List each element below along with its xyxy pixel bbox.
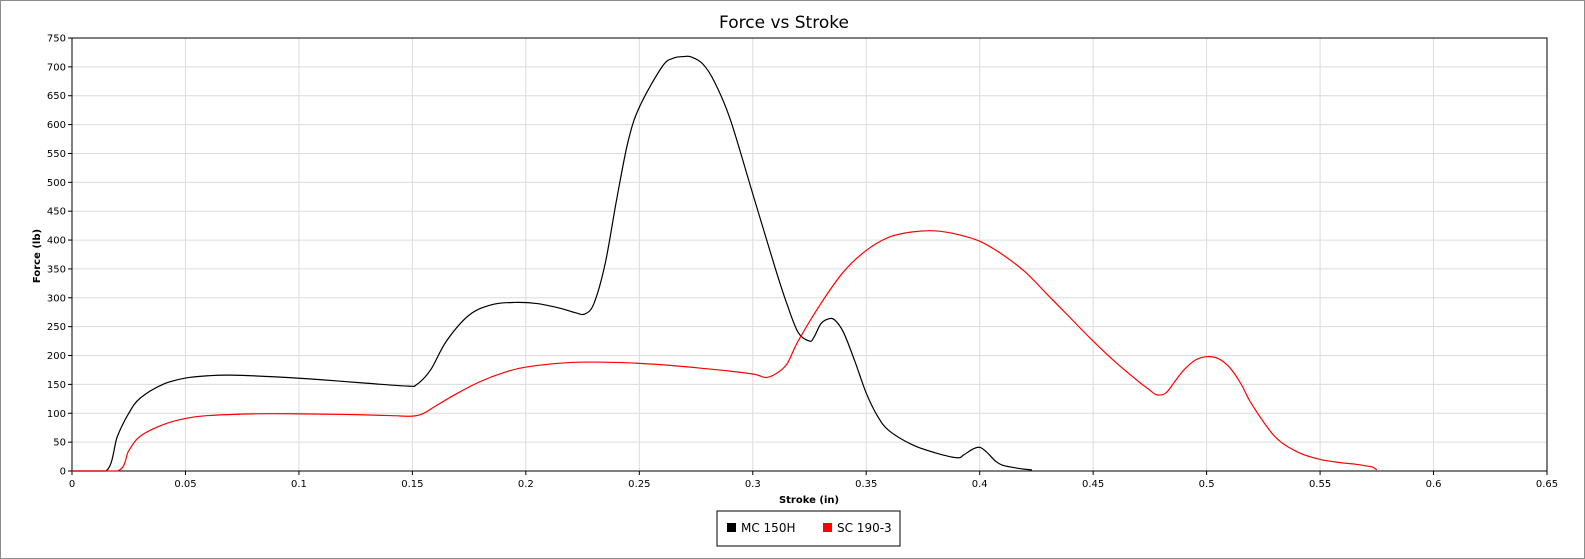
series-line-sc-190-3 — [72, 230, 1378, 472]
x-tick-label: 0.15 — [401, 479, 423, 490]
y-tick-label: 400 — [47, 236, 66, 247]
x-tick-label: 0.6 — [1426, 479, 1442, 490]
x-tick-label: 0.3 — [745, 479, 761, 490]
y-tick-label: 250 — [47, 322, 66, 333]
legend-label-sc-190-3: SC 190-3 — [837, 521, 892, 535]
y-axis-ticks: 0 50 100 150 200 250 300 350 400 450 500 550 600 650 7… — [47, 34, 72, 478]
y-tick-label: 200 — [47, 351, 66, 362]
y-tick-label: 650 — [47, 91, 66, 102]
plot-area — [71, 37, 1548, 472]
x-tick-label: 0.45 — [1082, 479, 1104, 490]
y-tick-label: 750 — [47, 34, 66, 45]
y-tick-label: 100 — [47, 409, 66, 420]
x-tick-label: 0.35 — [855, 479, 877, 490]
y-axis-label: Force (lb) — [32, 229, 43, 283]
x-tick-label: 0.05 — [174, 479, 196, 490]
legend-label-mc-150h: MC 150H — [741, 521, 795, 535]
x-tick-label: 0.5 — [1199, 479, 1215, 490]
series-group — [72, 55, 1378, 472]
y-tick-label: 0 — [60, 467, 66, 478]
legend-box — [716, 510, 901, 547]
x-axis-label: Stroke (in) — [779, 495, 839, 506]
x-tick-label: 0.25 — [628, 479, 650, 490]
y-tick-label: 700 — [47, 62, 66, 73]
y-tick-label: 500 — [47, 178, 66, 189]
y-tick-label: 550 — [47, 149, 66, 160]
y-tick-label: 600 — [47, 120, 66, 131]
x-axis-ticks: 0 0.05 0.1 0.15 0.2 0.25 0.3 0.35 0.4 0.45 0.5 0.55… — [69, 471, 1558, 490]
legend: MC 150H SC 190-3 — [716, 510, 901, 547]
legend-swatch-sc-190-3 — [823, 523, 832, 532]
y-tick-label: 50 — [53, 438, 66, 449]
x-tick-label: 0.65 — [1536, 479, 1558, 490]
x-tick-label: 0.4 — [972, 479, 988, 490]
grid-lines — [72, 38, 1547, 471]
y-tick-label: 300 — [47, 293, 66, 304]
y-tick-label: 350 — [47, 264, 66, 275]
y-tick-label: 450 — [47, 207, 66, 218]
y-tick-label: 150 — [47, 380, 66, 391]
x-tick-label: 0.2 — [518, 479, 534, 490]
x-tick-label: 0.1 — [291, 479, 307, 490]
chart-title: Force vs Stroke — [719, 13, 849, 33]
x-tick-label: 0 — [69, 479, 75, 490]
series-line-mc-150h — [72, 55, 1032, 472]
x-tick-label: 0.55 — [1309, 479, 1331, 490]
legend-swatch-mc-150h — [727, 523, 736, 532]
